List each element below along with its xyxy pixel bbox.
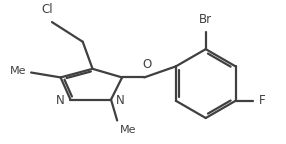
Text: Br: Br: [199, 13, 212, 26]
Text: O: O: [142, 58, 151, 71]
Text: N: N: [116, 94, 125, 107]
Text: Me: Me: [10, 66, 26, 76]
Text: F: F: [259, 94, 265, 107]
Text: Cl: Cl: [41, 3, 53, 16]
Text: N: N: [55, 94, 64, 107]
Text: Me: Me: [120, 125, 136, 135]
